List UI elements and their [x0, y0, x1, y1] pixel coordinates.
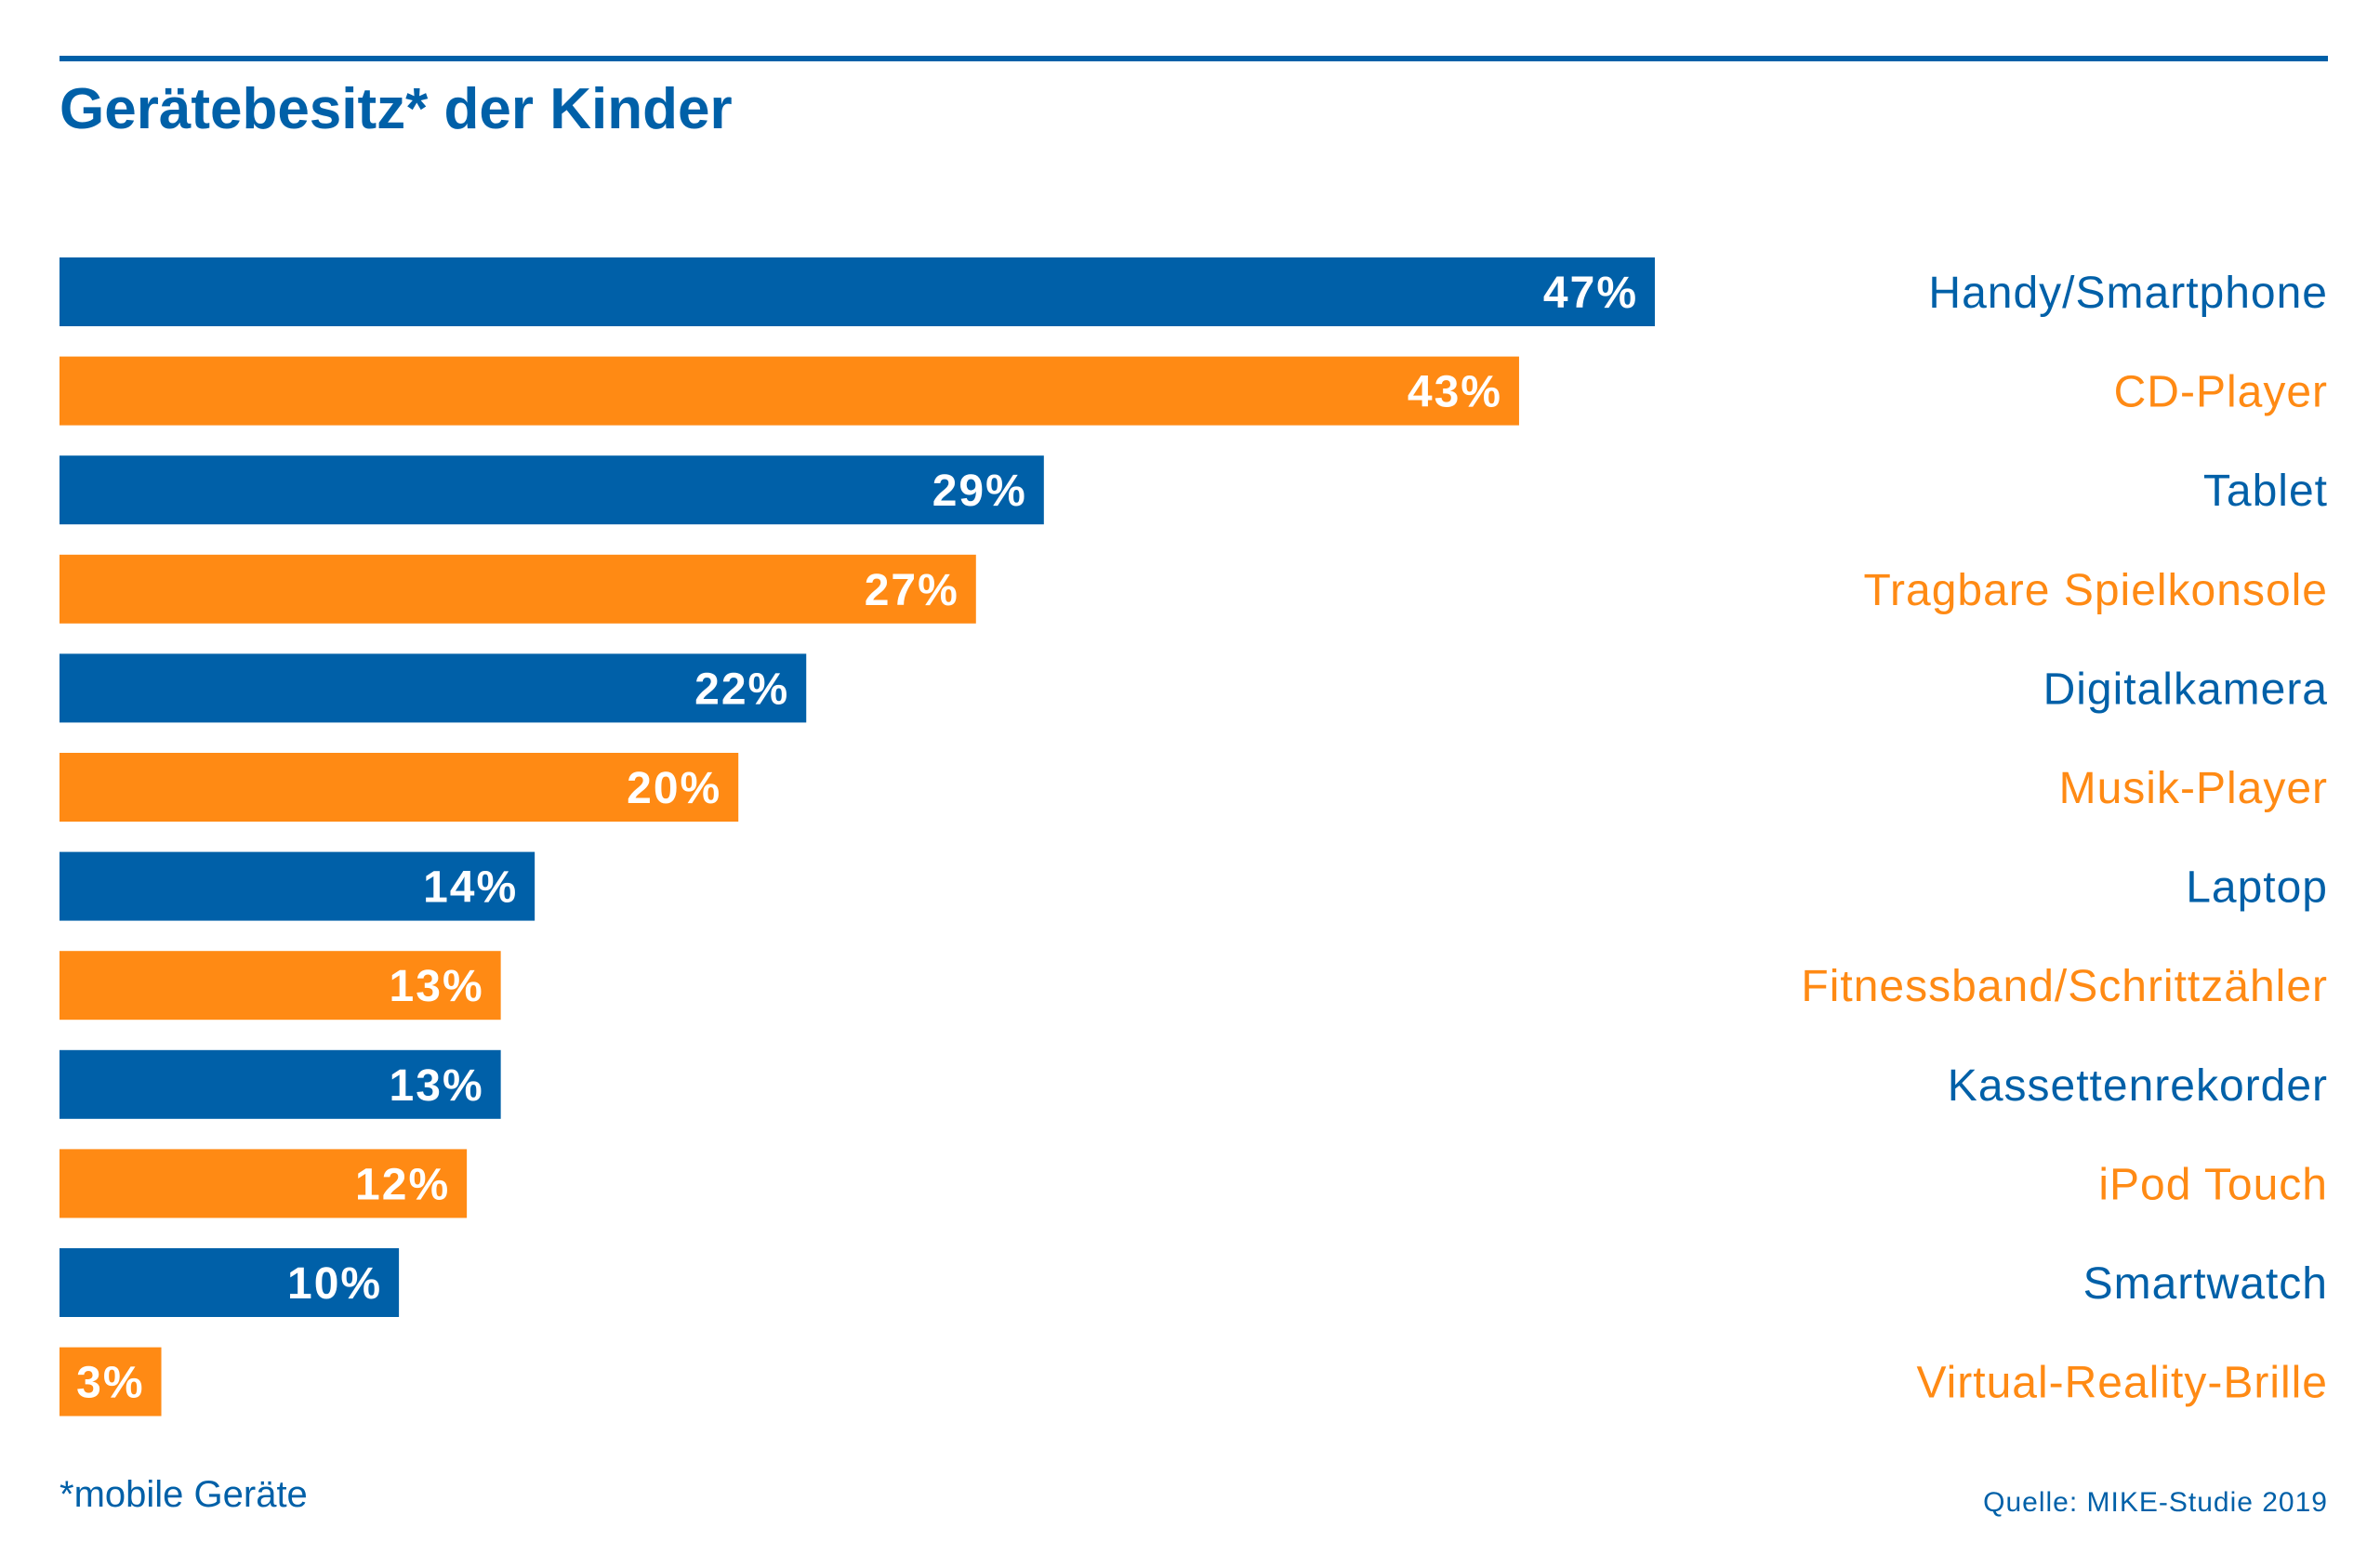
bar-4 [60, 554, 976, 624]
bar-3 [60, 455, 1044, 525]
bar-10 [60, 1149, 468, 1218]
category-label-10: iPod Touch [2098, 1160, 2328, 1209]
bar-1 [60, 257, 1655, 326]
top-rule [60, 56, 2328, 61]
category-label-11: Smartwatch [2083, 1259, 2328, 1309]
category-label-12: Virtual-Reality-Brille [1916, 1359, 2328, 1408]
bar-value-label-8: 13% [390, 962, 484, 1011]
bar-2 [60, 356, 1519, 426]
category-label-9: Kassettenrekorder [1948, 1061, 2328, 1111]
bar-value-label-5: 22% [694, 665, 789, 714]
source-note: Quelle: MIKE-Studie 2019 [1983, 1487, 2328, 1518]
category-label-2: CD-Player [2114, 368, 2328, 417]
footnote: *mobile Geräte [60, 1474, 308, 1515]
chart-title: Gerätebesitz* der Kinder [60, 77, 733, 141]
bar-6 [60, 753, 739, 822]
bar-value-label-9: 13% [390, 1061, 484, 1111]
bar-value-label-6: 20% [627, 764, 721, 813]
bar-value-label-4: 27% [865, 566, 959, 615]
category-label-8: Fitnessband/Schrittzähler [1801, 962, 2328, 1011]
bar-value-label-12: 3% [76, 1359, 144, 1408]
category-label-3: Tablet [2203, 467, 2328, 516]
bar-5 [60, 653, 807, 723]
category-label-5: Digitalkamera [2043, 665, 2328, 714]
category-label-1: Handy/Smartphone [1928, 269, 2328, 318]
bar-value-label-10: 12% [355, 1160, 450, 1209]
bar-value-label-11: 10% [287, 1259, 382, 1309]
bar-8 [60, 951, 501, 1021]
bar-9 [60, 1049, 501, 1119]
bar-11 [60, 1248, 400, 1317]
category-label-4: Tragbare Spielkonsole [1864, 566, 2329, 615]
bar-value-label-7: 14% [423, 863, 518, 913]
bar-value-label-3: 29% [932, 467, 1027, 516]
category-label-7: Laptop [2186, 863, 2328, 913]
bar-value-label-1: 47% [1543, 269, 1638, 318]
bar-value-label-2: 43% [1408, 368, 1502, 417]
bar-7 [60, 851, 536, 921]
bar-12 [60, 1347, 162, 1416]
category-label-6: Musik-Player [2059, 764, 2328, 813]
